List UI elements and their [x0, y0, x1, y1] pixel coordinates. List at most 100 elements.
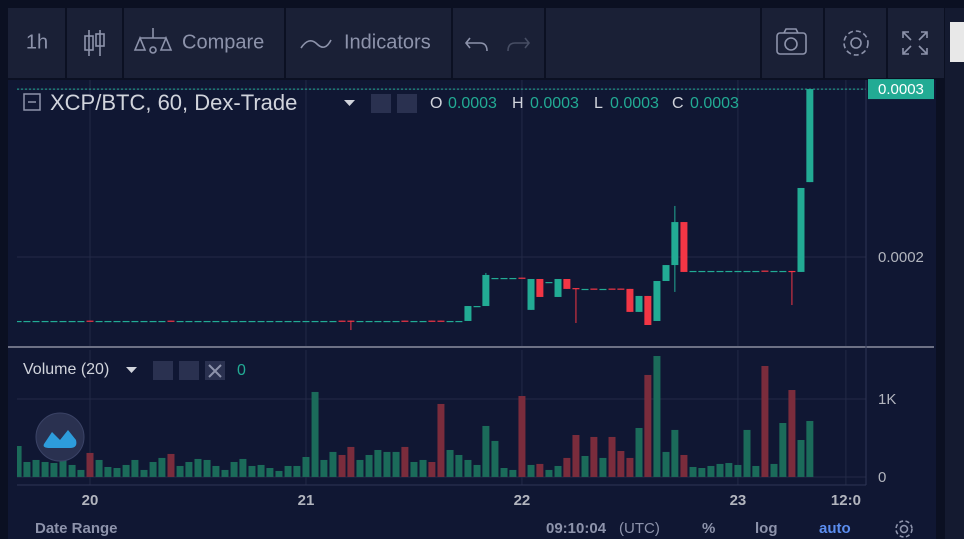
- volume-bar: [599, 457, 607, 477]
- volume-bar: [41, 461, 49, 477]
- volume-value: 0: [237, 362, 246, 379]
- volume-dropdown[interactable]: [126, 367, 137, 373]
- log-button[interactable]: log: [755, 520, 778, 537]
- redo-button[interactable]: [507, 37, 531, 52]
- date-range-button[interactable]: Date Range: [35, 520, 118, 537]
- volume-bar: [311, 391, 319, 477]
- logo[interactable]: [35, 412, 85, 462]
- symbol-title: XCP/BTC, 60, Dex-Trade: [50, 90, 297, 115]
- candle-body: [599, 288, 607, 291]
- candle-body: [131, 320, 139, 323]
- clock: 09:10:04: [546, 520, 607, 537]
- compare-icon[interactable]: [133, 28, 173, 54]
- candle-type-button[interactable]: [84, 30, 105, 56]
- undo-button[interactable]: [464, 37, 488, 52]
- interval-button[interactable]: 1h: [26, 31, 48, 53]
- y-tick-label: 0.0003: [878, 81, 924, 98]
- indicators-button[interactable]: Indicators: [344, 31, 431, 53]
- candle-body: [464, 306, 472, 321]
- candle-body: [176, 320, 184, 323]
- volume-bar: [239, 458, 247, 477]
- volume-bar: [635, 427, 643, 477]
- candle-body: [707, 270, 715, 273]
- eye-button[interactable]: [371, 94, 391, 113]
- candle-body: [554, 278, 562, 297]
- volume-bar: [149, 461, 157, 477]
- volume-bar: [518, 396, 526, 477]
- volume-bar: [545, 469, 553, 477]
- candle-body: [185, 320, 193, 323]
- candle-body: [644, 295, 652, 326]
- candle-body: [428, 320, 436, 322]
- volume-bar: [77, 469, 85, 477]
- settings-small-button[interactable]: [397, 94, 417, 113]
- volume-bar: [536, 463, 544, 477]
- volume-bar: [374, 449, 382, 477]
- last-price-box: [868, 79, 934, 100]
- settings-button[interactable]: [843, 30, 869, 56]
- volume-bar: [365, 454, 373, 477]
- x-tick-label: 22: [514, 492, 531, 509]
- volume-bar: [788, 390, 796, 477]
- candle-body: [158, 320, 166, 323]
- candle-body: [608, 288, 616, 290]
- y-tick-label: 0.0002: [878, 249, 924, 266]
- volume-bar: [770, 463, 778, 477]
- candle-body: [347, 320, 355, 322]
- axes: 20 21 22 23 12:0 0.0002 0.0003 0 1K: [17, 79, 934, 509]
- candle-body: [50, 320, 58, 323]
- candle-body: [446, 320, 454, 323]
- volume-bar: [653, 356, 661, 477]
- volume-bar: [590, 436, 598, 477]
- candle-body: [203, 320, 211, 323]
- candle-body: [113, 320, 121, 323]
- volume-settings-button[interactable]: [179, 361, 199, 380]
- candle-body: [266, 320, 274, 323]
- volume-bar: [176, 465, 184, 477]
- candle-body: [770, 270, 778, 273]
- volume-bar: [221, 469, 229, 477]
- volume-bar: [86, 452, 94, 477]
- volume-bar: [338, 454, 346, 477]
- logo-mark: [43, 430, 77, 448]
- candle-body: [716, 270, 724, 273]
- fullscreen-button[interactable]: [902, 31, 928, 55]
- volume-bar: [50, 463, 58, 477]
- snapshot-button[interactable]: [776, 28, 807, 55]
- candle-body: [392, 320, 400, 323]
- candle-body: [122, 320, 130, 323]
- auto-button[interactable]: auto: [819, 520, 851, 537]
- candle-body: [536, 278, 544, 297]
- volume-bar: [194, 458, 202, 477]
- candle-body: [257, 320, 265, 323]
- side-panel-tab: [950, 22, 964, 62]
- volume-bar: [761, 365, 769, 477]
- x-tick-label: 20: [82, 492, 99, 509]
- x-tick-label: 21: [298, 492, 315, 509]
- indicators-icon[interactable]: [300, 39, 332, 49]
- volume-bar: [581, 455, 589, 477]
- candle-body: [95, 320, 103, 323]
- volume-bar: [185, 461, 193, 477]
- axis-settings-button[interactable]: [895, 520, 913, 538]
- candle-body: [140, 320, 148, 323]
- symbol-dropdown[interactable]: [344, 100, 355, 106]
- volume-bar: [716, 463, 724, 477]
- volume-eye-button[interactable]: [153, 361, 173, 380]
- candle-body: [473, 306, 481, 308]
- collapse-button[interactable]: [23, 93, 41, 111]
- volume-bar: [500, 467, 508, 477]
- compare-button[interactable]: Compare: [182, 31, 264, 53]
- high-label: H: [512, 95, 524, 112]
- candle-body: [293, 320, 301, 323]
- remove-icon: [208, 364, 222, 378]
- volume-bar: [230, 461, 238, 477]
- candle-body: [680, 222, 688, 272]
- percent-button[interactable]: %: [702, 520, 715, 537]
- candle-body: [617, 288, 625, 290]
- candle-body: [401, 320, 409, 322]
- candle-body: [77, 320, 85, 323]
- candle-body: [500, 277, 508, 280]
- candle-body: [563, 278, 571, 289]
- volume-bar: [680, 454, 688, 477]
